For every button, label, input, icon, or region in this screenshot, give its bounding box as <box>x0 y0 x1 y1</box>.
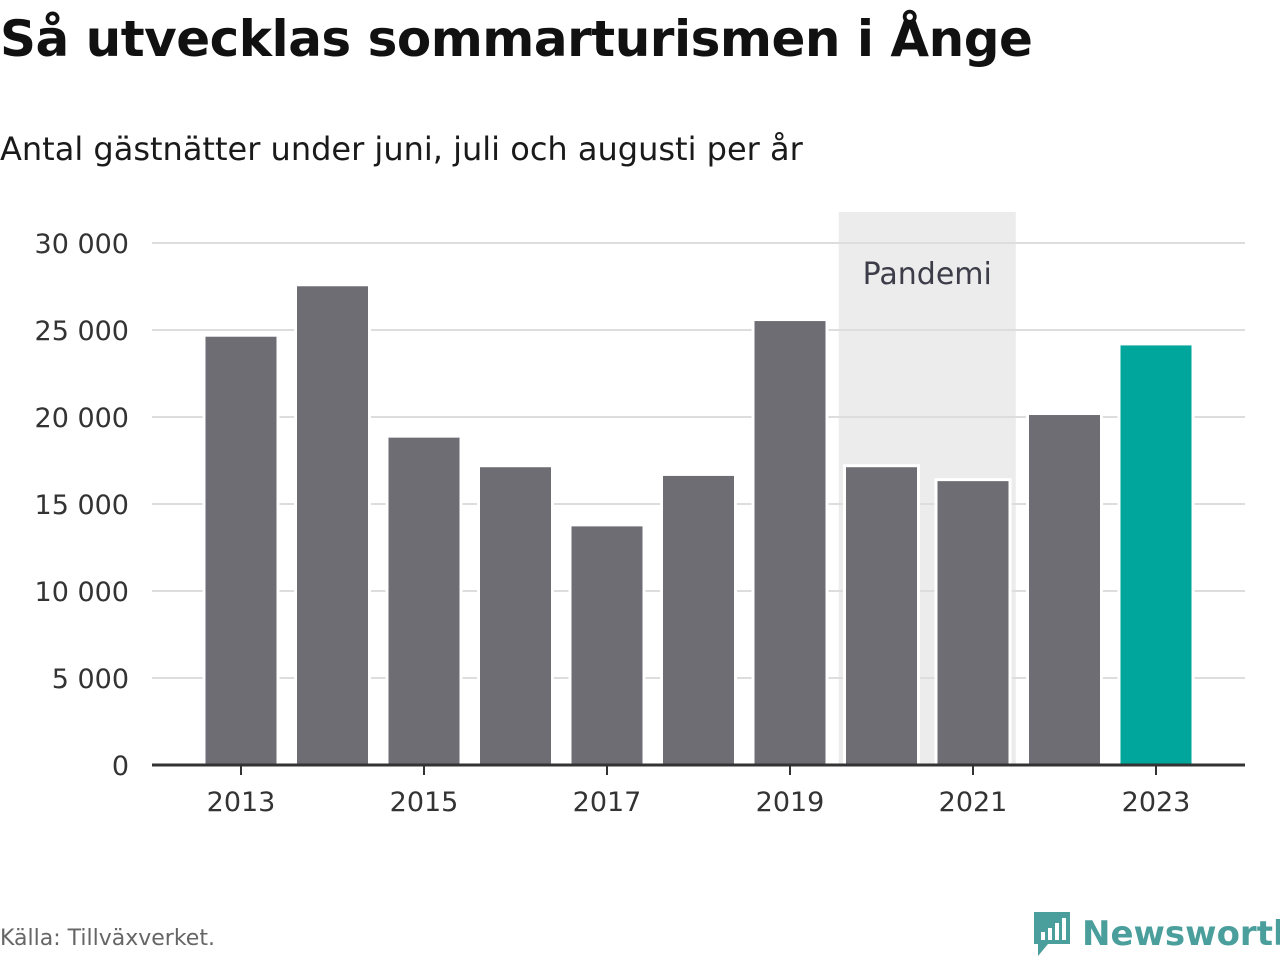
bar-2016 <box>477 464 554 767</box>
bar-2018 <box>660 472 737 767</box>
newsworthy-logo-icon <box>1034 912 1070 956</box>
brand-name: Newsworthy <box>1082 914 1280 954</box>
brand-logo: Newsworthy <box>1032 910 1280 958</box>
bar-2022 <box>1026 412 1103 767</box>
annotation-label: Pandemi <box>863 257 992 292</box>
source-note: Källa: Tillväxverket. <box>0 926 215 951</box>
bar-2014 <box>294 283 371 767</box>
x-tick-label: 2015 <box>390 787 459 818</box>
bar-2023 <box>1117 342 1195 767</box>
y-tick-label: 30 000 <box>35 229 129 260</box>
chart-subtitle: Antal gästnätter under juni, juli och au… <box>0 130 803 168</box>
x-tick-label: 2021 <box>939 787 1008 818</box>
x-tick-label: 2017 <box>573 787 642 818</box>
bar-2013 <box>202 333 280 767</box>
x-tick-label: 2013 <box>207 787 276 818</box>
bar-2017 <box>568 523 646 767</box>
bar-2020 <box>843 464 920 767</box>
bar-2019 <box>751 318 829 767</box>
y-tick-label: 0 <box>112 751 129 782</box>
bar-chart: Pandemi 0 5 000 10 000 15 000 20 000 25 000 30 … <box>35 212 1245 818</box>
bar-2021 <box>934 478 1012 767</box>
y-tick-label: 10 000 <box>35 577 129 608</box>
chart-title: Så utvecklas sommarturismen i Ånge <box>0 10 1033 68</box>
y-tick-label: 15 000 <box>35 490 129 521</box>
y-tick-label: 5 000 <box>52 664 129 695</box>
bar-2015 <box>385 434 463 767</box>
x-tick-label: 2023 <box>1122 787 1191 818</box>
y-tick-label: 25 000 <box>35 316 129 347</box>
x-tick-label: 2019 <box>756 787 825 818</box>
y-tick-label: 20 000 <box>35 403 129 434</box>
